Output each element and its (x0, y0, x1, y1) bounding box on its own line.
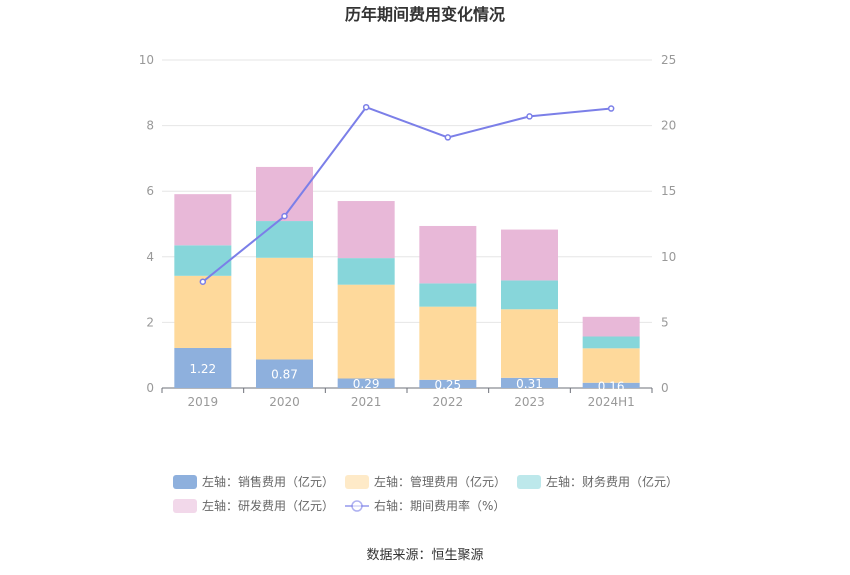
legend-label: 左轴：财务费用（亿元） (546, 474, 678, 489)
bar-data-label: 0.87 (271, 368, 298, 382)
bar-segment (256, 359, 313, 388)
bar-segment (174, 245, 232, 276)
legend-item[interactable]: 左轴：研发费用（亿元） (173, 498, 334, 513)
bar-segment (337, 378, 395, 388)
bar-segment (174, 347, 232, 388)
bar-segment (337, 258, 395, 285)
legend-item[interactable]: 左轴：财务费用（亿元） (517, 474, 678, 489)
ratio-line-series (199, 103, 615, 285)
bar-segment (501, 309, 558, 378)
bar-segment (174, 275, 232, 348)
bar-segment (256, 221, 313, 258)
ratio-point (607, 105, 615, 112)
bar-data-label: 0.16 (598, 379, 625, 393)
ratio-point (444, 134, 452, 141)
bar-data-label: 1.22 (189, 362, 216, 376)
right-axis-tick: 25 (661, 53, 676, 67)
legend-label: 左轴：销售费用（亿元） (202, 474, 334, 489)
x-axis-tick: 2019 (188, 395, 219, 409)
legend-item[interactable]: 左轴：销售费用（亿元） (173, 474, 334, 489)
bar-segment (582, 348, 640, 383)
x-axis-tick: 2020 (269, 395, 300, 409)
legend-item[interactable]: 右轴：期间费用率（%） (345, 498, 505, 513)
bar-segment (582, 382, 640, 388)
right-axis-tick: 10 (661, 250, 676, 264)
ratio-point (281, 212, 288, 220)
bar-segment (582, 336, 640, 349)
left-axis-ticks: 0 2 4 6 8 10 (139, 53, 154, 395)
left-axis-tick: 2 (146, 315, 154, 329)
ratio-line (202, 106, 612, 283)
legend: 左轴：销售费用（亿元） 左轴：管理费用（亿元） 左轴：财务费用（亿元） 左轴：研发费用… (173, 474, 678, 513)
bar-data-label: 0.25 (434, 378, 461, 392)
legend-swatch (173, 475, 197, 489)
ratio-point (199, 278, 207, 285)
left-axis-tick: 6 (146, 184, 154, 198)
left-axis-tick: 4 (146, 250, 154, 264)
bar-segment (582, 316, 640, 337)
chart-title: 历年期间费用变化情况 (345, 5, 505, 24)
legend-marker (351, 500, 363, 512)
ratio-point (362, 103, 370, 111)
bar-segment (419, 225, 477, 284)
bar-segment (419, 379, 477, 388)
legend-item[interactable]: 左轴：管理费用（亿元） (345, 474, 506, 489)
bar-stacks (174, 166, 640, 388)
right-axis-tick: 20 (661, 119, 676, 133)
bar-data-label: 0.31 (516, 377, 543, 391)
bar-segment (337, 284, 395, 379)
left-axis-tick: 0 (146, 381, 154, 395)
x-axis-ticks: 2019 2020 2021 2022 2023 2024H1 (161, 388, 653, 409)
bar-segment (419, 306, 477, 380)
right-axis-tick: 5 (661, 315, 669, 329)
ratio-point (526, 113, 533, 120)
legend-label: 左轴：研发费用（亿元） (202, 498, 334, 513)
data-source: 数据来源：恒生聚源 (366, 548, 483, 563)
bar-segment (256, 257, 313, 360)
bar-segment (256, 166, 313, 222)
x-axis-tick: 2022 (433, 395, 464, 409)
legend-label: 右轴：期间费用率（%） (374, 498, 505, 513)
left-axis-tick: 8 (146, 119, 154, 133)
bar-segment (337, 201, 395, 259)
right-axis-tick: 15 (661, 184, 676, 198)
legend-swatch (517, 475, 541, 489)
bar-data-labels: 1.22 0.87 0.29 0.25 0.31 0.16 (189, 362, 624, 393)
bar-segment (501, 280, 558, 310)
bar-segment (501, 377, 558, 388)
legend-swatch (173, 499, 197, 513)
bar-segment (174, 194, 232, 246)
left-axis-tick: 10 (139, 53, 154, 67)
right-axis-tick: 0 (661, 381, 669, 395)
legend-label: 左轴：管理费用（亿元） (374, 474, 506, 489)
bar-data-label: 0.29 (353, 377, 380, 391)
grid-lines (162, 59, 652, 389)
legend-swatch (345, 475, 369, 489)
x-axis-tick: 2023 (514, 395, 545, 409)
x-axis-tick: 2021 (351, 395, 382, 409)
bar-segment (501, 229, 558, 281)
bar-segment (419, 283, 477, 307)
right-axis-ticks: 0 5 10 15 20 25 (661, 53, 676, 395)
x-axis-tick: 2024H1 (588, 395, 635, 409)
